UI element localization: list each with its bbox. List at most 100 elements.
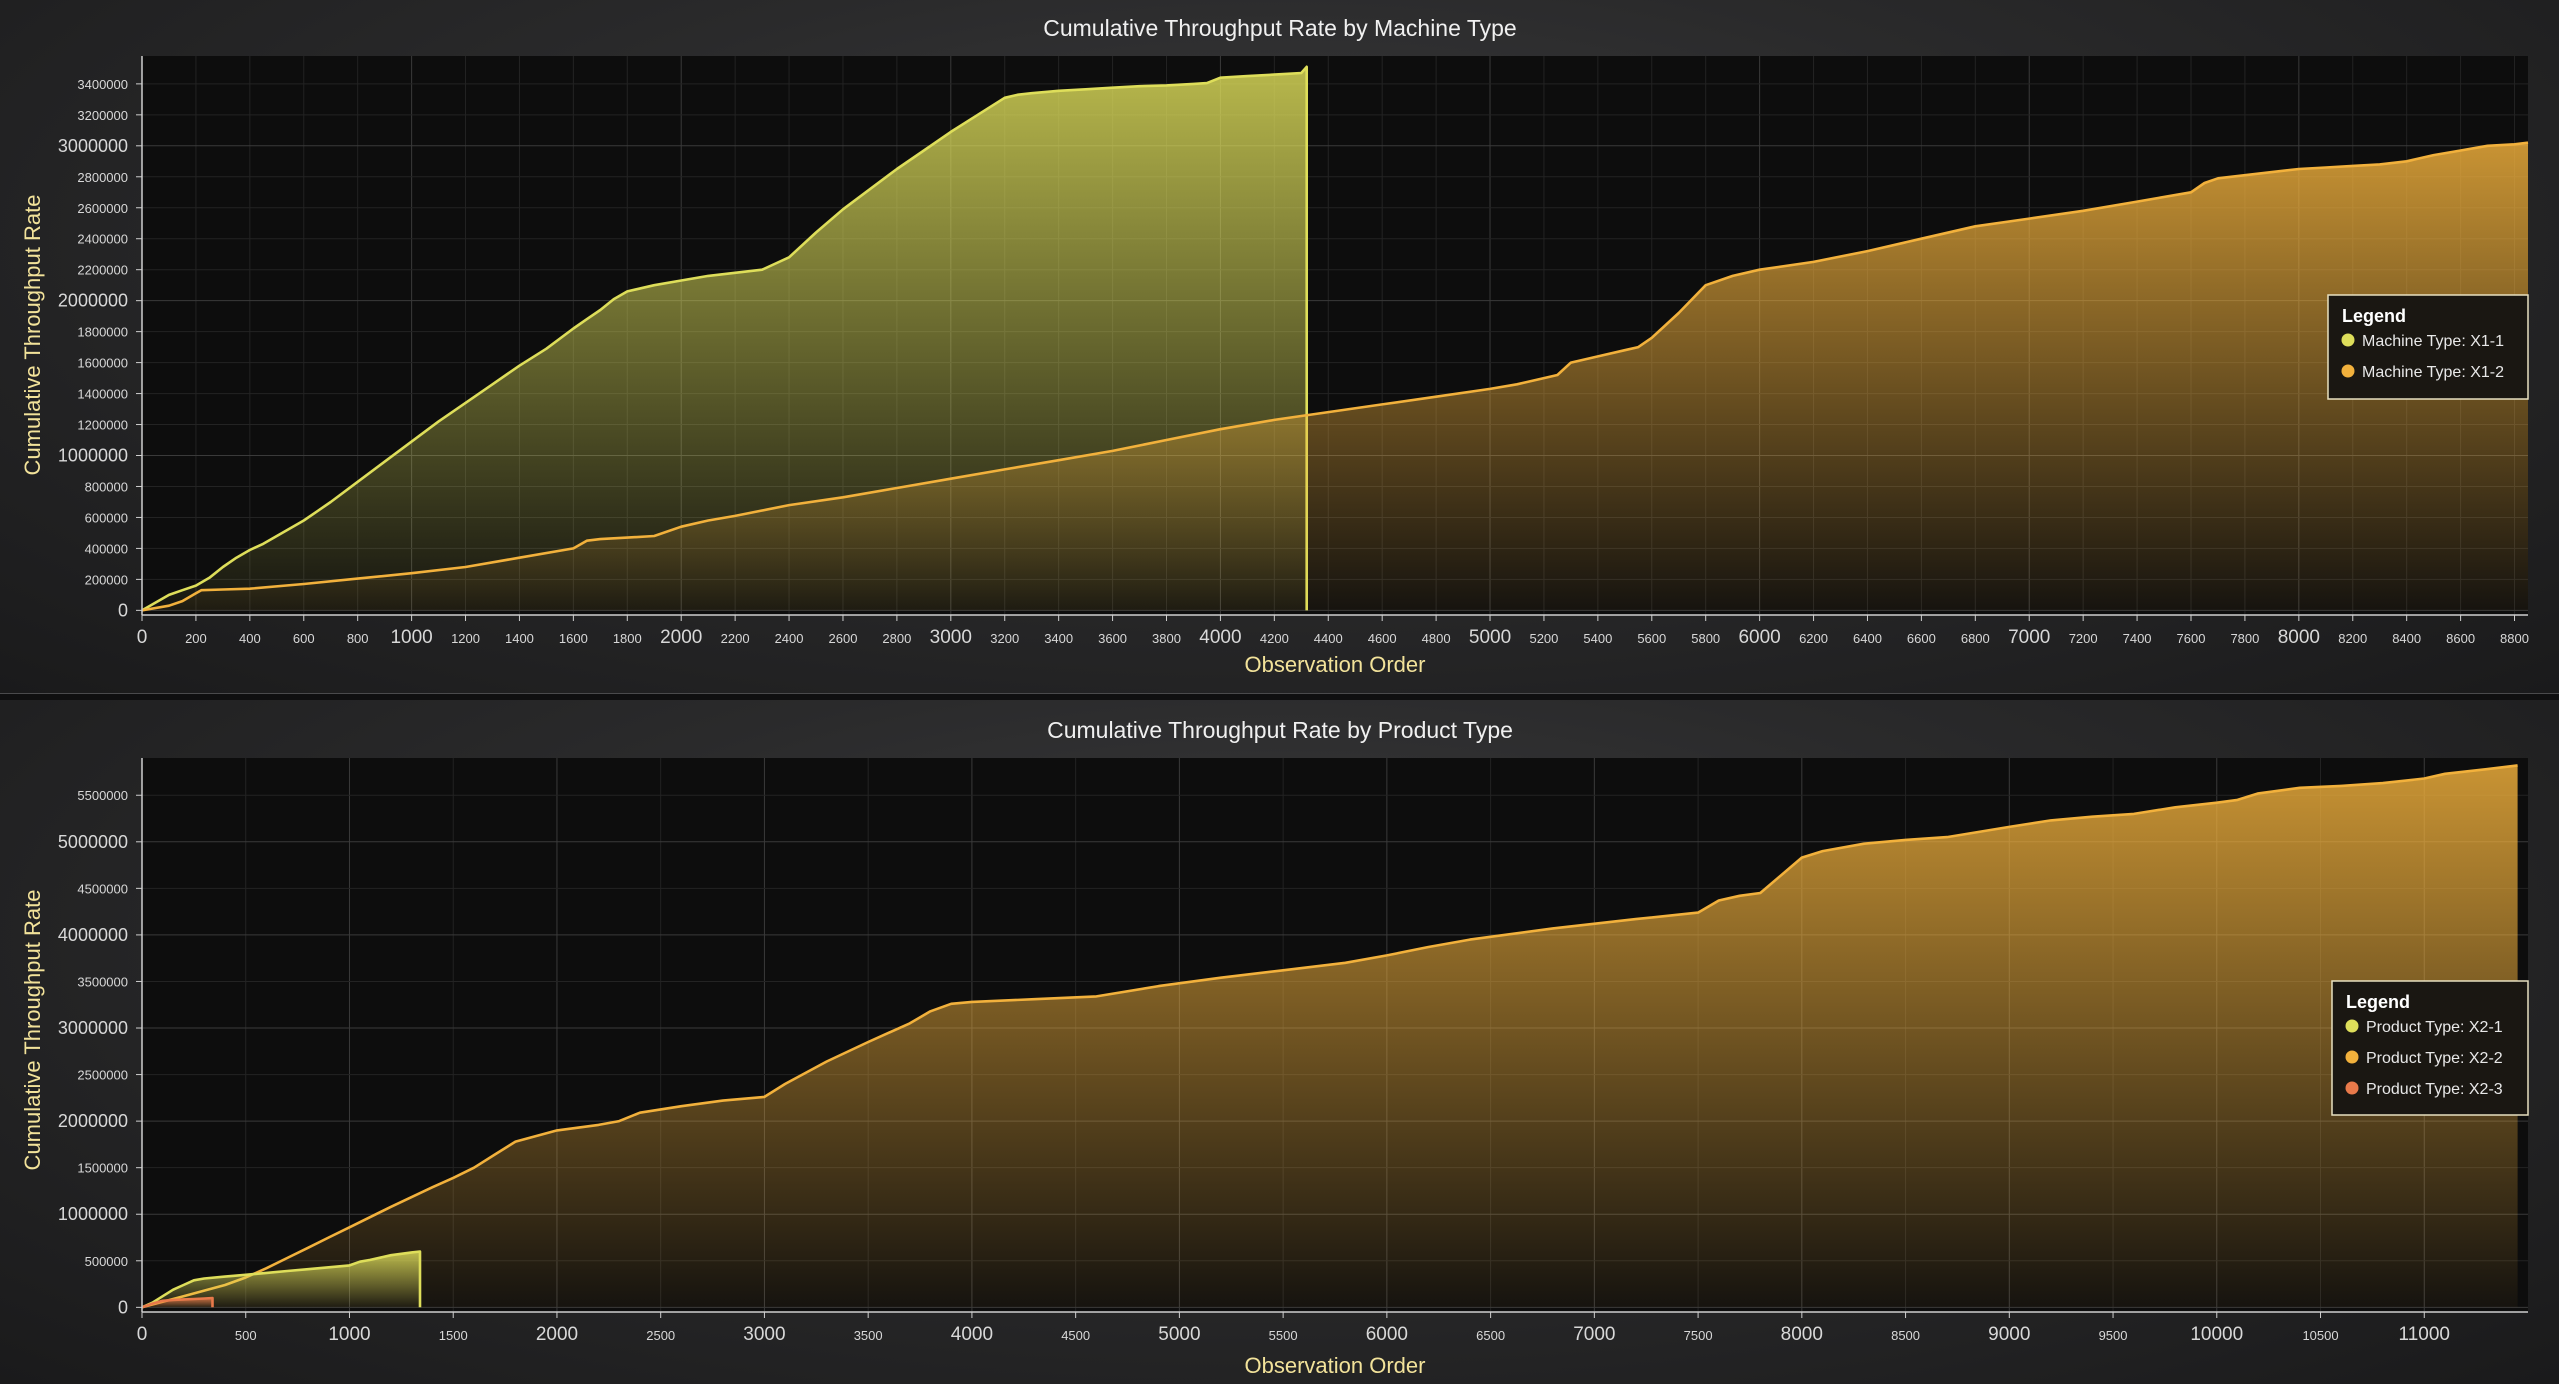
x-tick-label: 10000 (2190, 1324, 2243, 1345)
y-tick-label: 0 (118, 600, 128, 620)
x-tick-label: 0 (137, 1324, 148, 1345)
y-tick-label: 1400000 (77, 387, 128, 402)
x-tick-label: 3000 (930, 627, 972, 648)
x-tick-label: 2600 (829, 631, 858, 646)
y-tick-label: 2600000 (77, 201, 128, 216)
x-tick-label: 2500 (646, 1328, 675, 1343)
y-tick-label: 2500000 (77, 1068, 128, 1083)
x-tick-label: 9500 (2099, 1328, 2128, 1343)
x-tick-label: 3800 (1152, 631, 1181, 646)
y-tick-label: 1500000 (77, 1161, 128, 1176)
series-layer (141, 764, 2518, 1309)
x-tick-label: 1600 (559, 631, 588, 646)
legend-entry: Product Type: X2-2 (2366, 1050, 2503, 1067)
x-axis-title: Observation Order (1245, 652, 1426, 677)
y-tick-label: 2200000 (77, 263, 128, 278)
legend: Legend Machine Type: X1-1 Machine Type: X… (2327, 294, 2529, 400)
x-tick-label: 6600 (1907, 631, 1936, 646)
y-tick-label: 5000000 (58, 832, 128, 852)
x-tick-label: 4500 (1061, 1328, 1090, 1343)
x-tick-label: 2400 (775, 631, 804, 646)
y-tick-label: 3000000 (58, 136, 128, 156)
x-tick-label: 4000 (1199, 627, 1241, 648)
y-tick-label: 1000000 (58, 446, 128, 466)
tick-labels: 0 200 400 600 800 1000 1200 1400 1600 1800 2000 220… (58, 77, 2529, 648)
x-tick-label: 600 (293, 631, 315, 646)
y-tick-label: 1200000 (77, 418, 128, 433)
machine-type-chart: 0 200 400 600 800 1000 1200 1400 1600 1800 2000 220… (20, 15, 2529, 677)
x-tick-label: 7400 (2123, 631, 2152, 646)
y-tick-label: 1000000 (58, 1204, 128, 1224)
x-tick-label: 4800 (1422, 631, 1451, 646)
x-tick-label: 0 (137, 627, 148, 648)
series-area-1 (142, 765, 2518, 1308)
y-tick-label: 1600000 (77, 356, 128, 371)
x-tick-label: 3400 (1044, 631, 1073, 646)
y-tick-label: 4000000 (58, 925, 128, 945)
x-tick-label: 5800 (1691, 631, 1720, 646)
x-tick-label: 9000 (1988, 1324, 2030, 1345)
x-tick-label: 3600 (1098, 631, 1127, 646)
chart-title: Cumulative Throughput Rate by Machine Ty… (1043, 15, 1516, 41)
series-line-1 (141, 65, 1308, 612)
x-tick-label: 2000 (536, 1324, 578, 1345)
y-tick-label: 2000000 (58, 291, 128, 311)
x-tick-label: 8000 (2278, 627, 2320, 648)
x-tick-label: 8200 (2338, 631, 2367, 646)
x-tick-label: 10500 (2302, 1328, 2338, 1343)
legend-entry: Product Type: X2-3 (2366, 1081, 2503, 1098)
x-tick-label: 7000 (2008, 627, 2050, 648)
legend-title: Legend (2342, 306, 2406, 326)
x-tick-label: 500 (235, 1328, 257, 1343)
x-tick-label: 5500 (1269, 1328, 1298, 1343)
y-tick-label: 200000 (85, 572, 128, 587)
x-tick-label: 8400 (2392, 631, 2421, 646)
x-tick-label: 4000 (951, 1324, 993, 1345)
legend-swatch (2345, 1050, 2359, 1064)
y-axis-title: Cumulative Throughput Rate (20, 890, 45, 1171)
legend-box (2331, 980, 2529, 1116)
legend: Legend Product Type: X2-1 Product Type: X… (2331, 980, 2529, 1116)
x-tick-label: 2200 (721, 631, 750, 646)
x-tick-label: 1200 (451, 631, 480, 646)
x-tick-label: 6000 (1366, 1324, 1408, 1345)
x-tick-label: 8600 (2446, 631, 2475, 646)
series-line-3 (141, 1296, 214, 1309)
tick-labels: 0 500 1000 1500 2000 2500 3000 3500 4000 4500 5000… (58, 788, 2450, 1345)
x-tick-label: 4400 (1314, 631, 1343, 646)
y-tick-label: 4500000 (77, 881, 128, 896)
x-tick-label: 8500 (1891, 1328, 1920, 1343)
x-tick-label: 7000 (1573, 1324, 1615, 1345)
y-axis-title: Cumulative Throughput Rate (20, 195, 45, 476)
x-tick-label: 1400 (505, 631, 534, 646)
y-tick-label: 800000 (85, 479, 128, 494)
x-tick-label: 7600 (2177, 631, 2206, 646)
series-line-2 (141, 1250, 422, 1309)
x-axis-title: Observation Order (1245, 1353, 1426, 1378)
x-tick-label: 3000 (743, 1324, 785, 1345)
x-tick-label: 5600 (1637, 631, 1666, 646)
x-tick-label: 11000 (2399, 1324, 2450, 1345)
y-tick-label: 400000 (85, 541, 128, 556)
x-tick-label: 2800 (882, 631, 911, 646)
chart-title: Cumulative Throughput Rate by Product Ty… (1047, 717, 1513, 743)
x-tick-label: 200 (185, 631, 207, 646)
x-tick-label: 4200 (1260, 631, 1289, 646)
x-tick-label: 5000 (1469, 627, 1511, 648)
machine-type-chart-panel: 0 200 400 600 800 1000 1200 1400 1600 1800 2000 220… (0, 0, 2559, 696)
x-tick-label: 7500 (1684, 1328, 1713, 1343)
x-tick-label: 6200 (1799, 631, 1828, 646)
series-area-2 (142, 142, 2528, 611)
y-tick-label: 600000 (85, 510, 128, 525)
y-tick-label: 3000000 (58, 1018, 128, 1038)
x-tick-label: 3200 (990, 631, 1019, 646)
y-tick-label: 5500000 (77, 788, 128, 803)
series-area-3 (142, 1298, 213, 1308)
y-tick-label: 500000 (85, 1254, 128, 1269)
x-tick-label: 3500 (854, 1328, 883, 1343)
x-tick-label: 6000 (1738, 627, 1780, 648)
series-line-1 (141, 764, 2518, 1309)
x-tick-label: 2000 (660, 627, 702, 648)
product-type-chart: 0 500 1000 1500 2000 2500 3000 3500 4000 4500 5000… (20, 717, 2529, 1378)
x-tick-label: 1000 (390, 627, 432, 648)
